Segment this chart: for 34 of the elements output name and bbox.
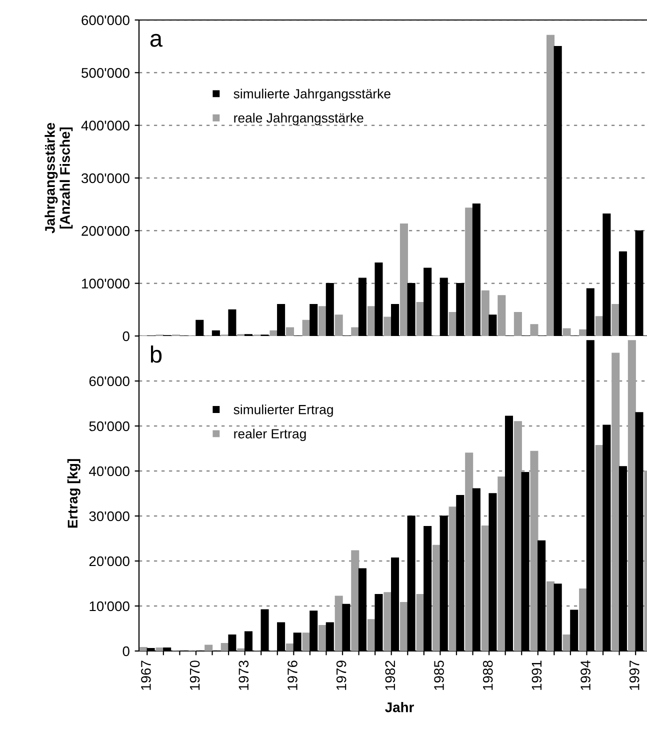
y-tick-label: 30'000 (89, 511, 130, 522)
x-tick-label: 1991 (532, 660, 542, 690)
y-tick-label: 20'000 (89, 556, 130, 566)
legend-label: simulierter Ertrag (234, 404, 333, 417)
y-tick-label: 100'000 (82, 278, 130, 289)
y-tick-label: 300'000 (82, 173, 130, 184)
annotation: a (150, 34, 163, 47)
x-tick-label: 1970 (190, 660, 200, 690)
y-tick-label: 400'000 (81, 120, 130, 131)
y-tick-label: 500'000 (82, 68, 130, 78)
y-tick-label: 0 (122, 646, 130, 656)
x-tick-label: 1982 (385, 660, 396, 690)
x-tick-label: 1988 (482, 660, 493, 690)
legend-label: reale Jahrgangsstärke (234, 112, 364, 126)
x-tick-label: 1985 (434, 660, 444, 690)
y-tick-label: 40'000 (89, 466, 130, 476)
legend-label: simulierte Jahrgangsstärke (234, 88, 390, 102)
y-tick-label: 600'000 (82, 15, 130, 26)
x-tick-label: 1973 (238, 660, 249, 690)
x-tick-label: 1994 (580, 660, 590, 690)
legend-label: realer Ertrag (234, 428, 306, 442)
y-tick-label: 60'000 (89, 376, 130, 386)
x-tick-label: 1997 (629, 660, 640, 690)
y-tick-label: 10'000 (90, 601, 130, 612)
y-tick-label: 200'000 (82, 226, 130, 236)
y-axis-title: Jahrgangsstärke [Anzahl Fische] (44, 122, 73, 234)
x-tick-label: 1967 (141, 660, 151, 690)
y-axis-title: Ertrag [kg] (67, 459, 80, 528)
x-tick-label: 1976 (288, 660, 298, 690)
y-tick-label: 0 (122, 331, 130, 342)
y-tick-label: 50'000 (89, 421, 130, 432)
x-axis-title: Jahr (385, 702, 414, 712)
x-tick-label: 1979 (336, 660, 346, 690)
annotation: b (150, 345, 162, 363)
